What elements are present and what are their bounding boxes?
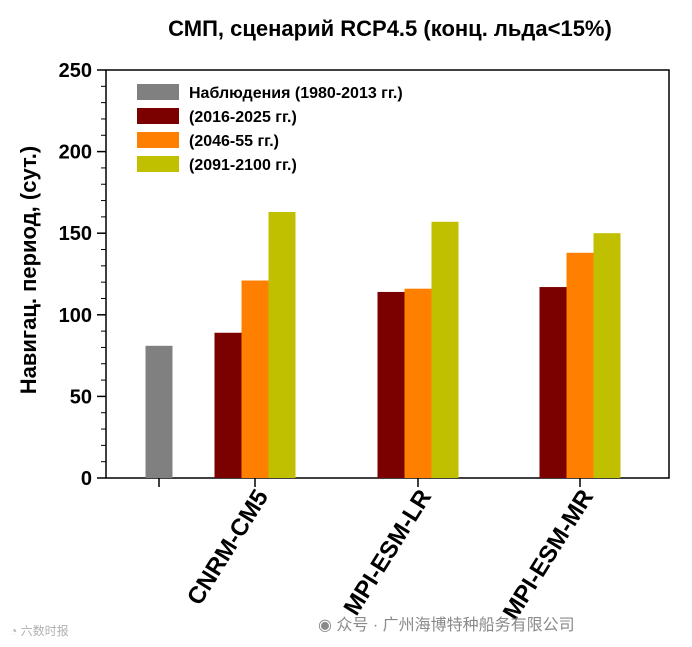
x-category-label: MPI-ESM-LR	[339, 485, 437, 620]
bar-mpi-esm-mr-1	[539, 287, 567, 478]
legend-swatch	[137, 108, 179, 124]
wechat-icon: ◉	[318, 617, 332, 634]
bar-observations-0	[145, 345, 173, 478]
y-tick-label: 150	[59, 223, 92, 245]
watermark-left: ◔ 六数时报	[10, 622, 69, 639]
y-tick-label: 100	[59, 305, 92, 327]
legend-label: (2016-2025 гг.)	[189, 109, 297, 126]
y-axis-label: Навигац. период, (сут.)	[16, 146, 41, 395]
bar-cnrm-cm5-1	[214, 332, 242, 478]
weibo-icon: ◔	[10, 624, 18, 638]
watermark-right-text: 众号 · 广州海博特种船务有限公司	[336, 617, 575, 634]
bar-mpi-esm-mr-3	[593, 233, 621, 478]
y-tick-label: 250	[59, 60, 92, 82]
legend-label: Наблюдения (1980-2013 гг.)	[189, 85, 403, 102]
y-tick-label: 0	[81, 468, 92, 490]
bar-mpi-esm-mr-2	[566, 252, 594, 478]
x-category-label: MPI-ESM-MR	[498, 485, 599, 625]
bar-mpi-esm-lr-3	[431, 221, 459, 478]
watermark-left-text: 六数时报	[20, 624, 69, 638]
bar-cnrm-cm5-3	[268, 211, 296, 478]
x-category-label: CNRM-CM5	[182, 485, 274, 610]
watermark-right: ◉ 众号 · 广州海博特种船务有限公司	[318, 611, 575, 635]
legend-label: (2046-55 гг.)	[189, 133, 279, 150]
legend-label: (2091-2100 гг.)	[189, 157, 297, 174]
bar-mpi-esm-lr-2	[404, 288, 432, 478]
bar-mpi-esm-lr-1	[377, 291, 405, 478]
y-tick-label: 200	[59, 142, 92, 164]
legend-swatch	[137, 156, 179, 172]
y-tick-label: 50	[70, 386, 92, 408]
bar-cnrm-cm5-2	[241, 280, 269, 478]
legend-swatch	[137, 84, 179, 100]
legend: Наблюдения (1980-2013 гг.) (2016-2025 гг.…	[137, 84, 403, 174]
chart-title: СМП, сценарий RCP4.5 (конц. льда<15%)	[168, 16, 612, 41]
legend-swatch	[137, 132, 179, 148]
